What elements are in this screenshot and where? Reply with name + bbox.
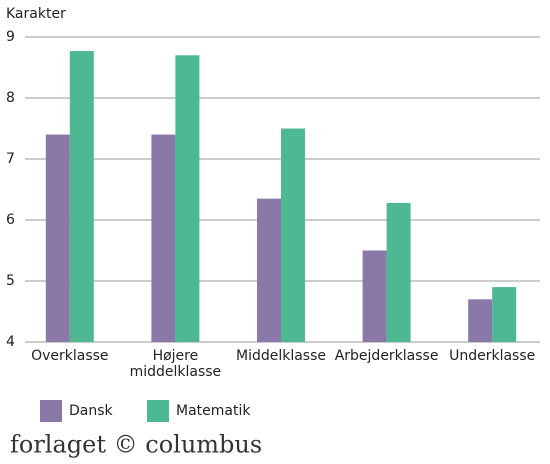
bar	[69, 51, 94, 342]
footer-logo: forlaget © columbus	[10, 431, 262, 459]
bar	[468, 299, 493, 342]
legend-label: Dansk	[69, 403, 114, 419]
x-tick-label: Overklasse	[31, 348, 108, 364]
y-tick-label: 5	[6, 273, 15, 289]
legend-swatch	[147, 400, 169, 422]
bar	[492, 287, 517, 342]
x-tick-label: Middelklasse	[236, 348, 326, 364]
x-tick-label: Underklasse	[449, 348, 535, 364]
y-tick-label: 8	[6, 90, 15, 106]
y-tick-label: 9	[6, 29, 15, 45]
bar	[151, 134, 176, 342]
y-tick-label: 4	[6, 334, 15, 350]
y-tick-label: 7	[6, 151, 15, 167]
legend-label: Matematik	[176, 403, 251, 419]
bar	[281, 128, 305, 342]
bar	[386, 202, 411, 342]
legend-swatch	[40, 400, 62, 422]
y-axis-label: Karakter	[6, 6, 66, 22]
x-tick-label: Arbejderklasse	[335, 348, 439, 364]
x-tick-label: Højere middelklasse	[130, 348, 222, 380]
bar	[175, 55, 200, 343]
bar	[257, 198, 281, 342]
bar	[45, 134, 70, 342]
bar	[362, 250, 387, 342]
y-tick-label: 6	[6, 212, 15, 228]
